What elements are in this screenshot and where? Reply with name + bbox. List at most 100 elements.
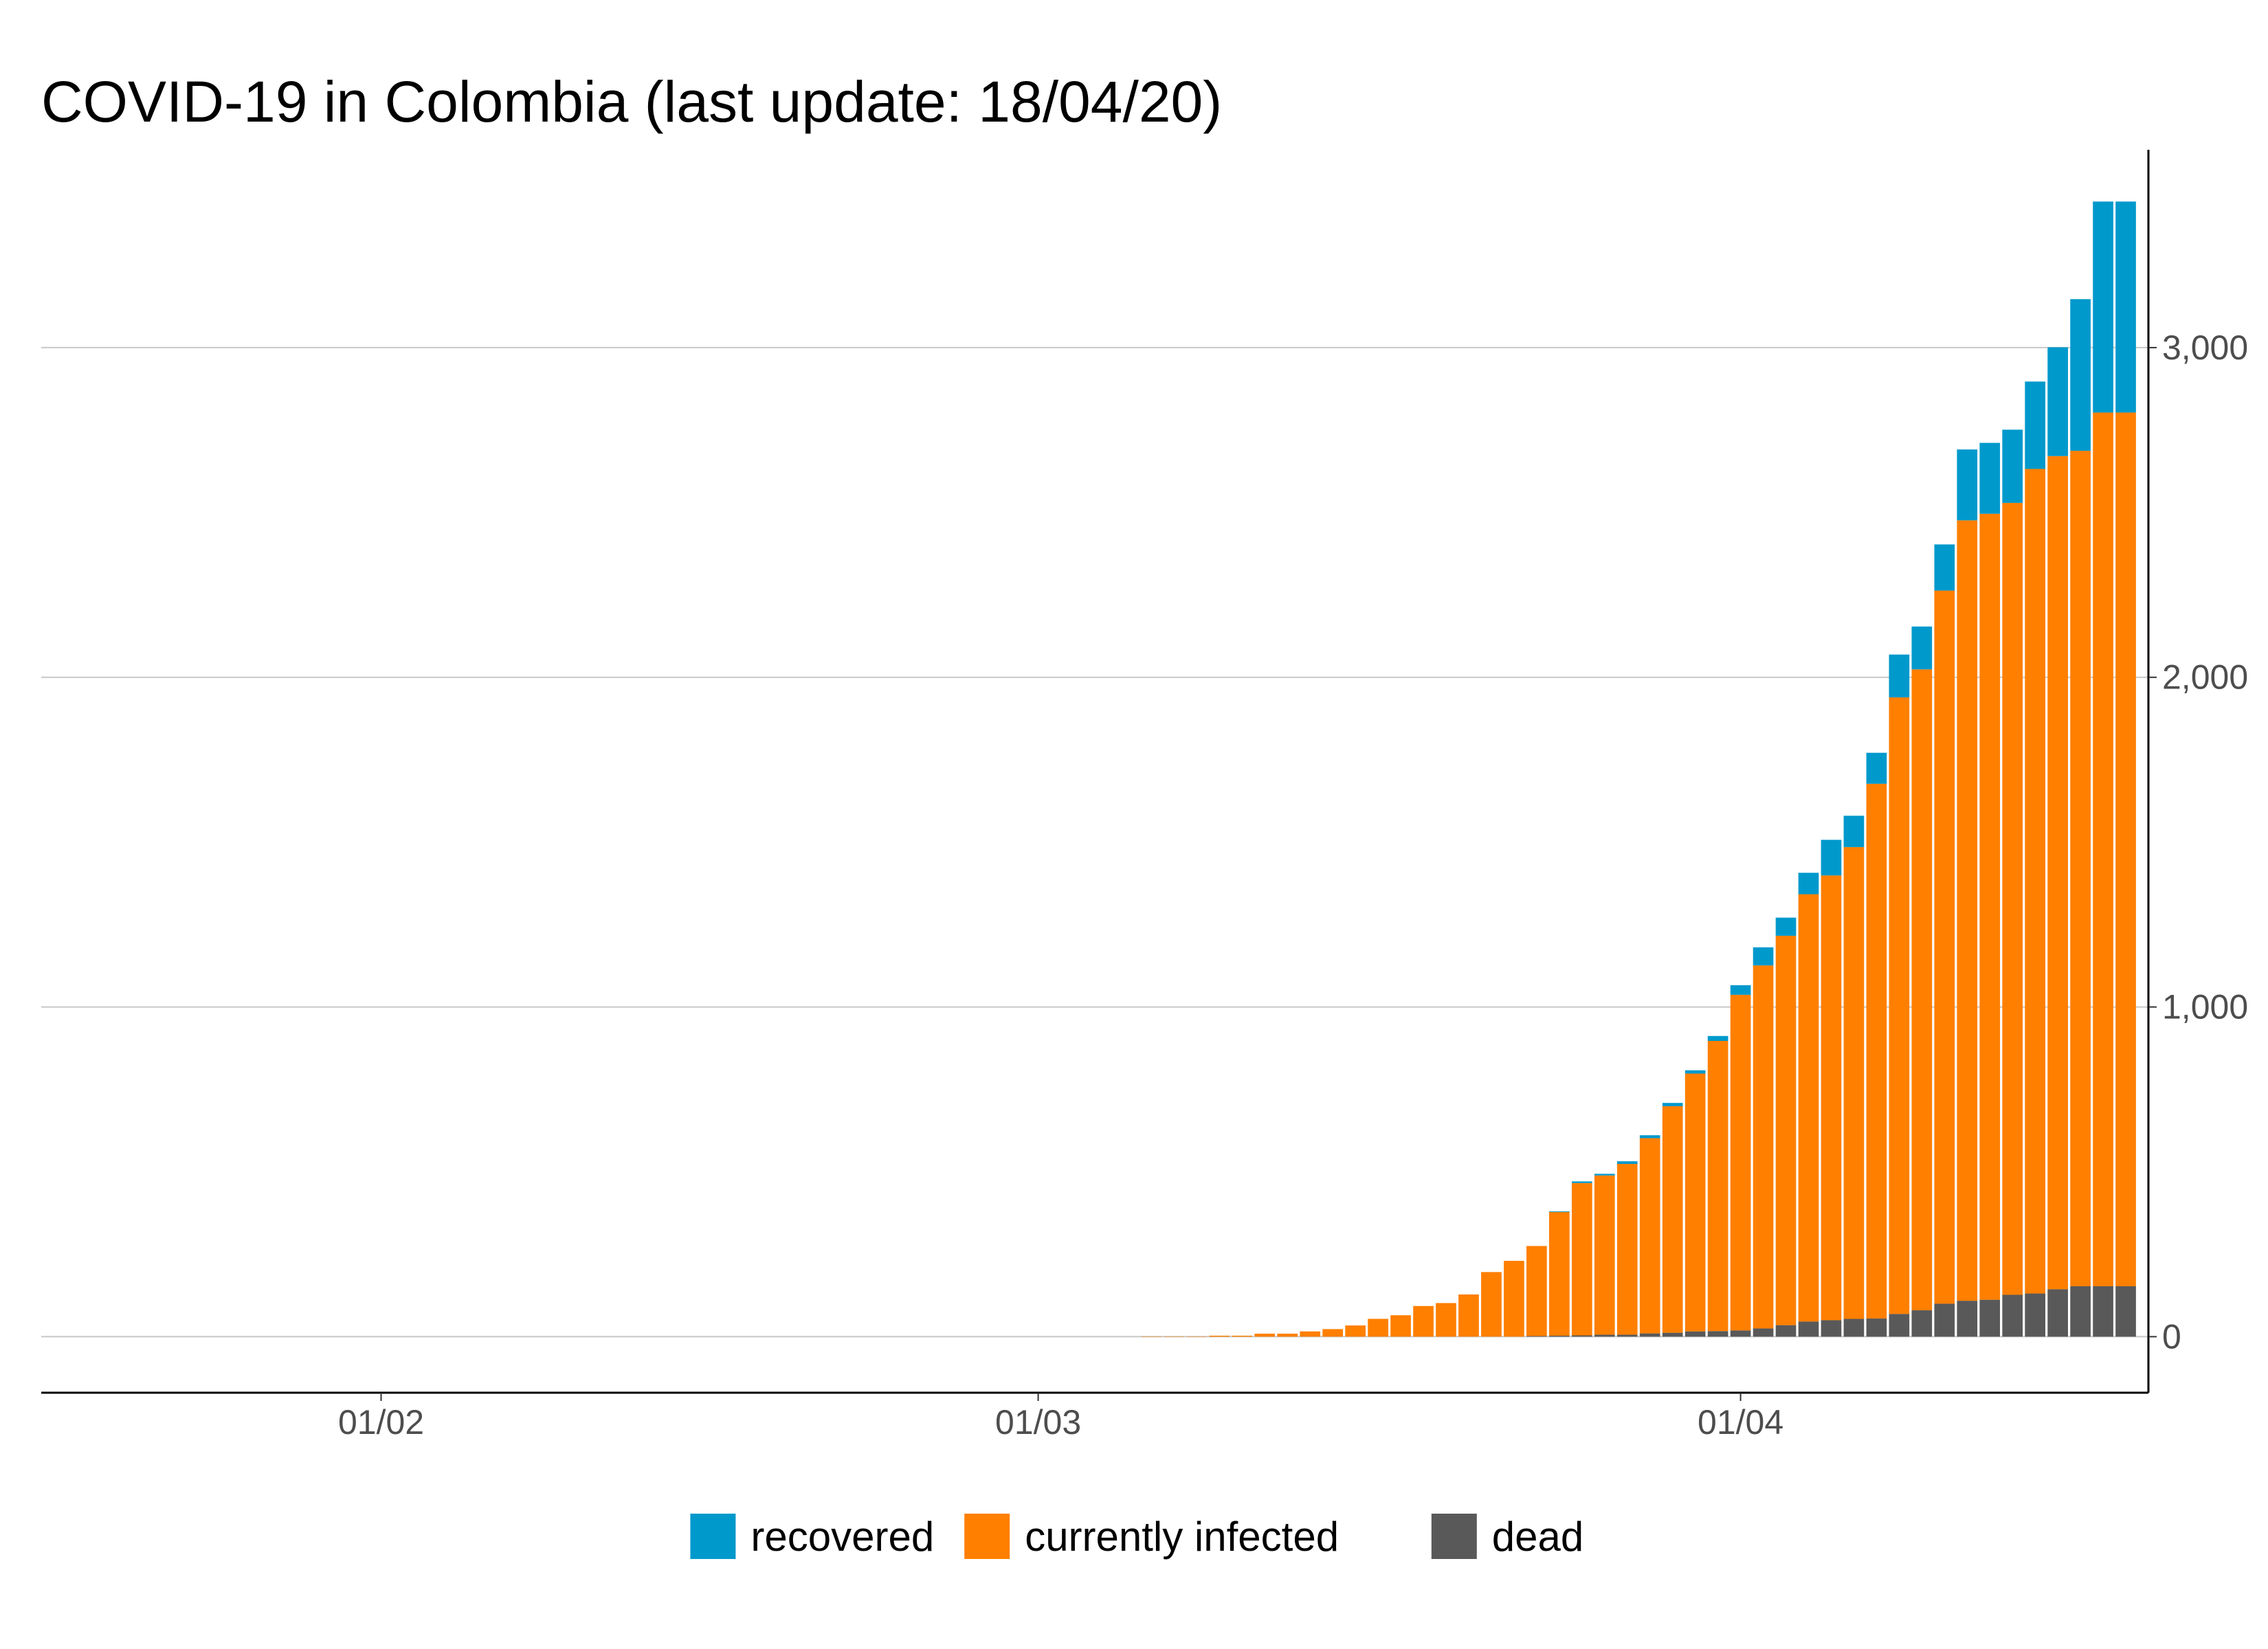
bar-dead	[1979, 1299, 2001, 1337]
y-axis-ticks: 0 1,000 2,000 3,000	[2148, 328, 2248, 1356]
legend-label: dead	[1492, 1514, 1583, 1560]
bar-recovered	[1798, 873, 1819, 895]
y-tick-label: 0	[2162, 1317, 2181, 1356]
x-tick-label: 01/03	[995, 1403, 1081, 1442]
gridlines	[41, 346, 2148, 1338]
bar-currently-infected	[1707, 1041, 1728, 1332]
bar-dead	[1866, 1319, 1887, 1337]
bar-recovered	[1639, 1135, 1660, 1138]
bar-currently-infected	[1436, 1303, 1456, 1337]
legend: recovered currently infected dead	[690, 1514, 1583, 1560]
bar-recovered	[1911, 626, 1933, 670]
bar-dead	[1571, 1335, 1592, 1337]
bar-dead	[1821, 1320, 1842, 1337]
bar-currently-infected	[2025, 469, 2045, 1294]
x-tick-label: 01/02	[338, 1403, 424, 1442]
bar-recovered	[1571, 1181, 1592, 1183]
bar-currently-infected	[1368, 1319, 1388, 1337]
bar-currently-infected	[1616, 1163, 1638, 1335]
bar-dead	[2025, 1293, 2045, 1337]
bar-currently-infected	[1911, 669, 1933, 1311]
bar-recovered	[1775, 917, 1797, 936]
bar-dead	[2115, 1286, 2136, 1337]
bar-dead	[2047, 1289, 2068, 1337]
bar-currently-infected	[1390, 1315, 1411, 1337]
bar-dead	[1957, 1301, 1978, 1337]
bar-dead	[2070, 1286, 2091, 1337]
bar-currently-infected	[1753, 965, 1774, 1329]
bar-currently-infected	[1526, 1246, 1547, 1336]
bar-currently-infected	[1300, 1331, 1321, 1337]
bar-dead	[1775, 1325, 1797, 1337]
bar-currently-infected	[1504, 1261, 1524, 1337]
chart-title: COVID-19 in Colombia (last update: 18/04…	[41, 69, 1222, 134]
bar-recovered	[1594, 1174, 1615, 1176]
bar-currently-infected	[1730, 994, 1751, 1331]
bar-recovered	[1889, 654, 1910, 698]
bar-dead	[2093, 1286, 2113, 1337]
legend-label: recovered	[751, 1514, 934, 1560]
bar-currently-infected	[1957, 520, 1978, 1301]
bar-recovered	[1979, 442, 2001, 514]
bar-currently-infected	[1277, 1334, 1298, 1337]
bar-recovered	[1707, 1035, 1728, 1042]
bar-dead	[1730, 1330, 1751, 1337]
bar-currently-infected	[1889, 697, 1910, 1314]
bar-dead	[1616, 1334, 1638, 1337]
bar-currently-infected	[1934, 590, 1955, 1304]
bar-recovered	[2002, 429, 2023, 503]
bar-currently-infected	[1594, 1175, 1615, 1335]
bar-currently-infected	[2093, 412, 2113, 1287]
bar-currently-infected	[1481, 1272, 1502, 1337]
bar-currently-infected	[2115, 412, 2136, 1287]
bar-currently-infected	[1685, 1073, 1706, 1332]
bar-recovered	[2025, 381, 2045, 469]
legend-label: currently infected	[1025, 1514, 1339, 1560]
bar-currently-infected	[1413, 1305, 1434, 1337]
bar-currently-infected	[1141, 1336, 1162, 1337]
bar-currently-infected	[1662, 1106, 1683, 1333]
bar-dead	[1639, 1333, 1660, 1337]
y-tick-label: 1,000	[2162, 988, 2248, 1027]
bar-recovered	[1685, 1070, 1706, 1074]
bar-recovered	[1662, 1103, 1683, 1107]
bar-currently-infected	[1254, 1334, 1276, 1337]
bar-dead	[1889, 1314, 1910, 1337]
bar-currently-infected	[1458, 1294, 1479, 1337]
legend-swatch	[690, 1514, 736, 1559]
bar-recovered	[1957, 449, 1978, 521]
bar-recovered	[1549, 1211, 1570, 1213]
bar-recovered	[1616, 1161, 1638, 1164]
x-tick-label: 01/04	[1698, 1403, 1783, 1442]
legend-swatch	[1431, 1514, 1477, 1559]
bar-currently-infected	[1775, 935, 1797, 1325]
bars	[1141, 201, 2136, 1337]
bar-currently-infected	[1186, 1336, 1208, 1337]
bar-currently-infected	[1821, 875, 1842, 1321]
bar-dead	[1934, 1303, 1955, 1337]
bar-currently-infected	[1639, 1138, 1660, 1334]
bar-recovered	[1866, 752, 1887, 784]
bar-currently-infected	[1164, 1336, 1185, 1337]
bar-currently-infected	[1549, 1212, 1570, 1336]
bar-currently-infected	[1322, 1329, 1343, 1337]
bar-currently-infected	[1866, 783, 1887, 1319]
bar-recovered	[1843, 816, 1865, 847]
bar-currently-infected	[2070, 451, 2091, 1287]
bar-dead	[1843, 1319, 1865, 1337]
bar-currently-infected	[1798, 894, 1819, 1322]
bar-currently-infected	[1571, 1182, 1592, 1336]
bar-dead	[1707, 1331, 1728, 1337]
y-tick-label: 3,000	[2162, 328, 2248, 367]
y-tick-label: 2,000	[2162, 658, 2248, 697]
bar-currently-infected	[2002, 502, 2023, 1295]
bar-dead	[1594, 1334, 1615, 1337]
bar-dead	[1662, 1332, 1683, 1337]
bar-recovered	[1753, 947, 1774, 966]
bar-currently-infected	[1979, 513, 2001, 1300]
bar-recovered	[1730, 985, 1751, 995]
legend-swatch	[964, 1514, 1010, 1559]
bar-recovered	[1934, 544, 1955, 591]
bar-recovered	[1821, 840, 1842, 876]
